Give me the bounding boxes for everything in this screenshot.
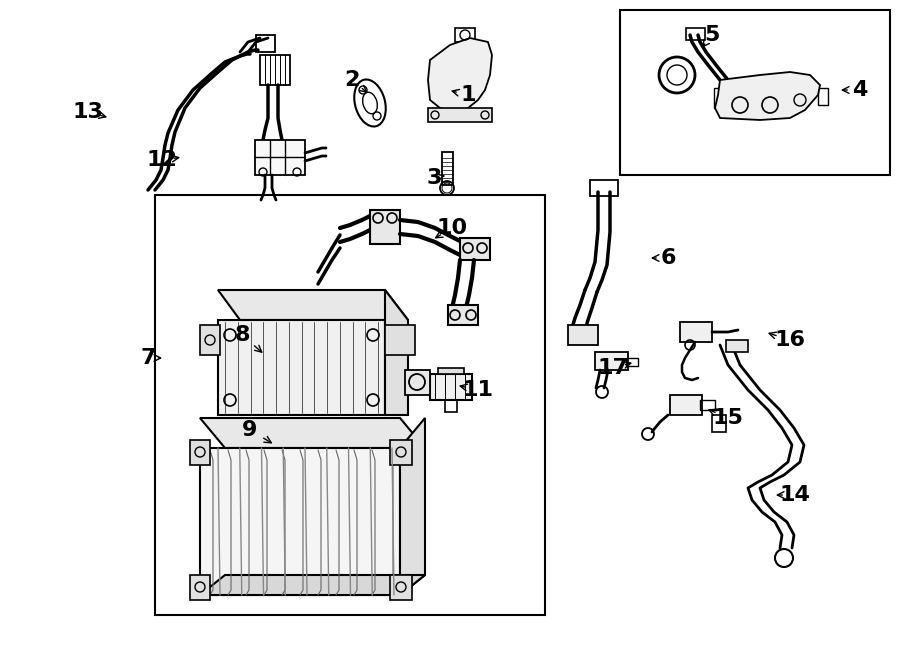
Bar	[370, 210, 400, 244]
Bar	[430, 374, 472, 400]
Bar	[712, 415, 726, 432]
Text: 14: 14	[779, 485, 810, 505]
Bar	[438, 368, 464, 374]
Text: 2: 2	[345, 70, 360, 90]
Bar	[390, 575, 412, 600]
Polygon shape	[385, 325, 415, 355]
Polygon shape	[218, 290, 408, 320]
Bar	[255, 140, 305, 175]
Text: 17: 17	[598, 358, 628, 378]
Text: 9: 9	[242, 420, 257, 440]
Bar	[700, 400, 715, 410]
Bar	[442, 152, 453, 185]
Bar	[256, 35, 275, 52]
Polygon shape	[200, 418, 425, 448]
Text: 10: 10	[436, 218, 468, 238]
Polygon shape	[715, 72, 820, 120]
Polygon shape	[400, 418, 425, 595]
Bar	[714, 88, 722, 108]
Text: 15: 15	[713, 408, 743, 428]
Bar	[455, 28, 475, 42]
Polygon shape	[218, 320, 385, 415]
Bar	[686, 28, 705, 40]
Bar	[620, 10, 890, 175]
Bar	[260, 55, 290, 85]
Polygon shape	[385, 290, 408, 415]
Bar	[390, 440, 412, 465]
Text: 11: 11	[463, 380, 493, 400]
Text: 7: 7	[140, 348, 156, 368]
Bar	[726, 340, 748, 352]
Bar	[155, 195, 545, 615]
Bar	[445, 400, 457, 412]
Bar	[670, 395, 702, 415]
Polygon shape	[200, 575, 425, 595]
Polygon shape	[200, 325, 220, 355]
Text: 6: 6	[661, 248, 676, 268]
Text: 12: 12	[147, 150, 177, 170]
Text: 16: 16	[775, 330, 806, 350]
Bar	[595, 352, 628, 370]
Bar	[626, 358, 638, 366]
Text: 5: 5	[705, 25, 720, 45]
Bar	[448, 305, 478, 325]
Text: 8: 8	[234, 325, 250, 345]
Text: 13: 13	[73, 102, 104, 122]
Bar	[590, 180, 618, 196]
Text: 4: 4	[852, 80, 868, 100]
Bar	[190, 575, 210, 600]
Text: 3: 3	[427, 168, 442, 188]
Bar	[405, 370, 430, 395]
Text: 1: 1	[460, 85, 476, 105]
Polygon shape	[428, 108, 492, 122]
Polygon shape	[428, 38, 492, 112]
Bar	[460, 238, 490, 260]
Bar	[568, 325, 598, 345]
Bar	[818, 88, 828, 105]
Bar	[190, 440, 210, 465]
Bar	[680, 322, 712, 342]
Polygon shape	[200, 448, 400, 595]
